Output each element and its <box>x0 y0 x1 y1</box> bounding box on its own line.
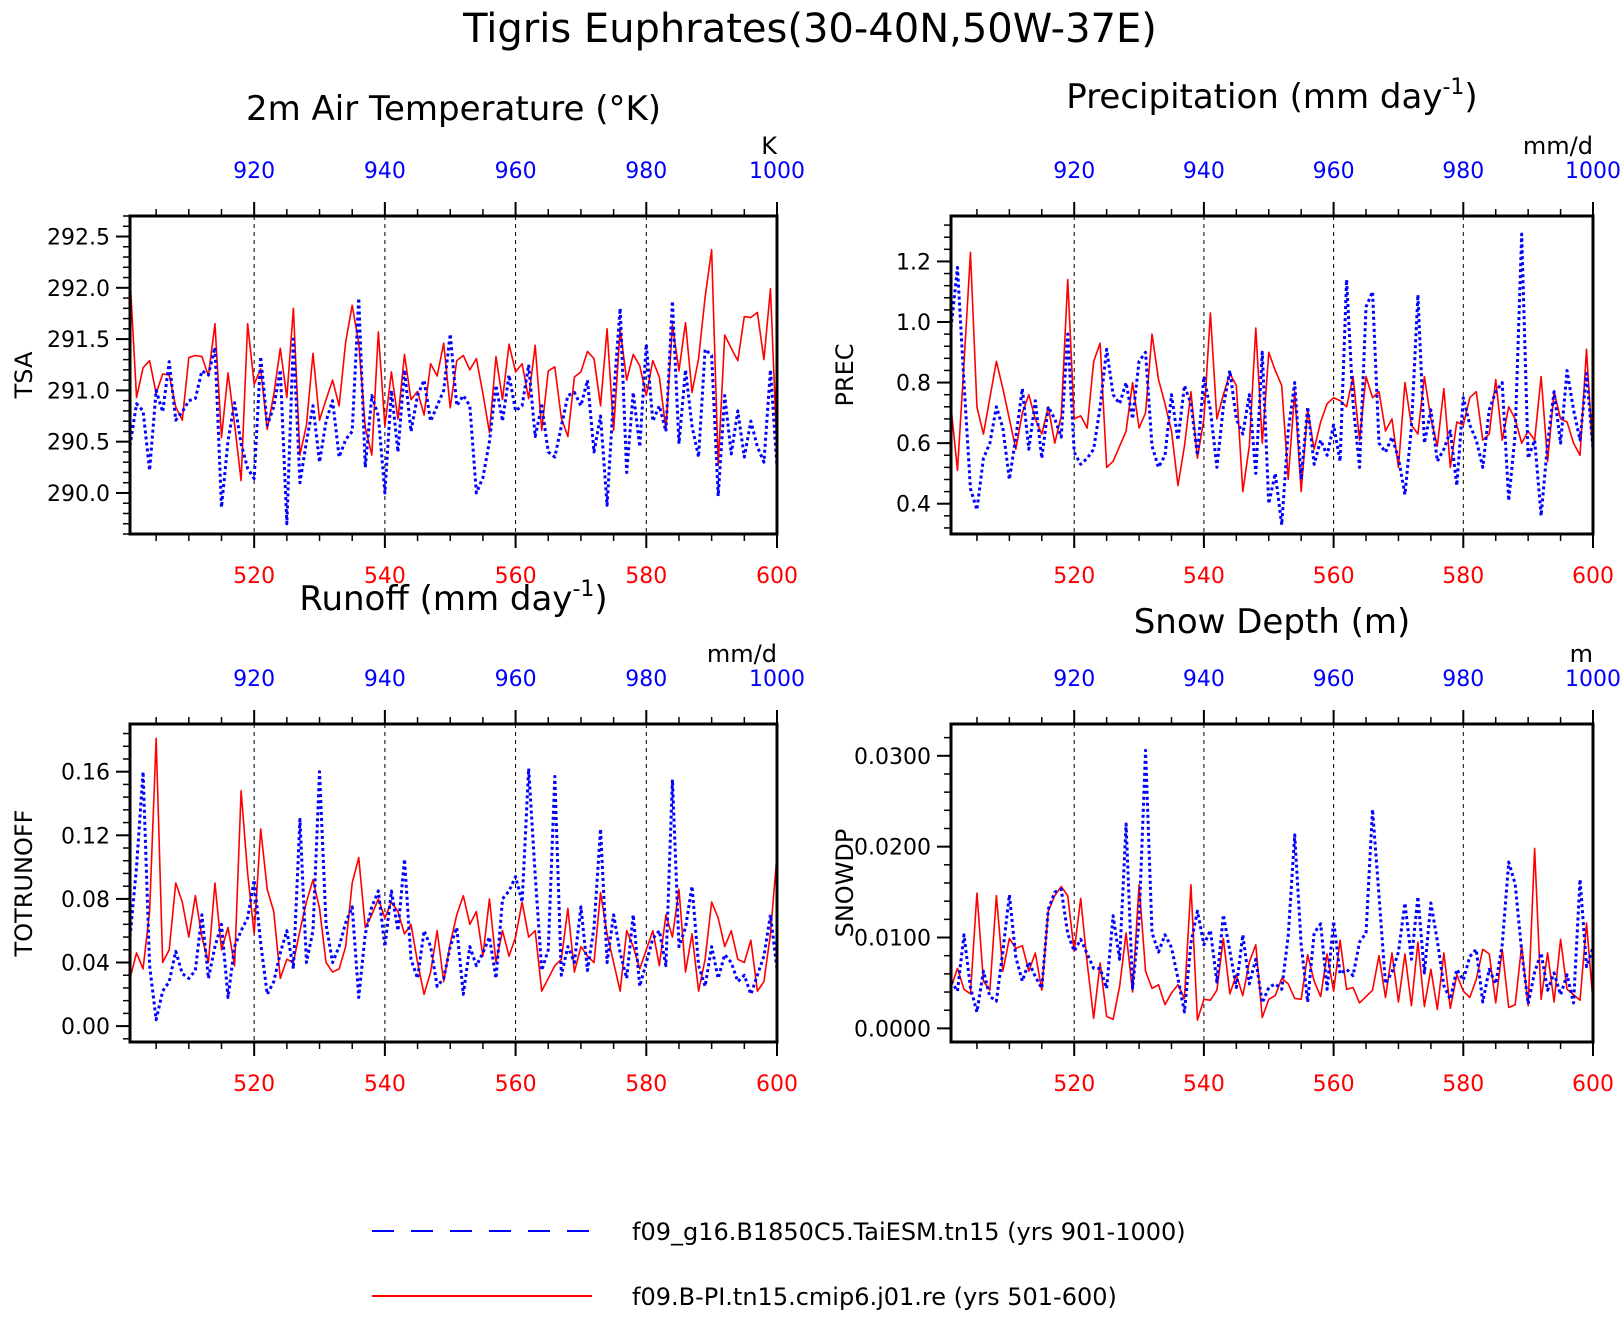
x-tick-label-top-totrunoff: 920 <box>233 667 275 692</box>
x-tick-label-bottom-snowdp: 580 <box>1442 1072 1484 1097</box>
y-tick-label-tsa: 292.0 <box>47 277 110 302</box>
y-tick-label-snowdp: 0.0200 <box>854 836 931 861</box>
plot-frame-tsa <box>128 214 779 536</box>
y-tick-label-prec: 1.2 <box>896 250 931 275</box>
y-tick-label-totrunoff: 0.12 <box>61 824 110 849</box>
y-axis-label-prec: PREC <box>831 343 859 406</box>
y-tick-label-tsa: 290.0 <box>47 482 110 507</box>
y-tick-label-totrunoff: 0.08 <box>61 888 110 913</box>
panel-title-snowdp: Snow Depth (m) <box>1134 602 1411 642</box>
x-tick-label-bottom-tsa: 520 <box>233 564 275 589</box>
y-tick-label-prec: 0.8 <box>896 372 931 397</box>
panel-title-prec: Precipitation (mm day-1) <box>1066 75 1477 117</box>
panel-totrunoff: Runoff (mm day-1) 0.00 0.04 0.08 0.12 0.16 TOT… <box>10 577 805 1097</box>
series-line-snowdp-cmip6 <box>950 847 1594 1021</box>
x-tick-label-top-totrunoff: 980 <box>625 667 667 692</box>
y-tick-label-totrunoff: 0.04 <box>61 952 110 977</box>
x-tick-label-bottom-totrunoff: 560 <box>495 1072 537 1097</box>
x-tick-label-bottom-snowdp: 520 <box>1053 1072 1095 1097</box>
x-tick-label-top-snowdp: 960 <box>1313 667 1355 692</box>
y-tick-label-snowdp: 0.0300 <box>854 745 931 770</box>
x-tick-label-top-totrunoff: 1000 <box>749 667 805 692</box>
x-tick-label-top-prec: 920 <box>1053 159 1095 184</box>
x-tick-label-bottom-totrunoff: 540 <box>364 1072 406 1097</box>
unit-label-prec: mm/d <box>1523 132 1593 160</box>
legend: f09_g16.B1850C5.TaiESM.tn15 (yrs 901-100… <box>372 1218 1186 1311</box>
y-tick-label-prec: 1.0 <box>896 311 931 336</box>
x-tick-label-top-snowdp: 1000 <box>1565 667 1621 692</box>
y-tick-label-totrunoff: 0.00 <box>61 1015 110 1040</box>
series-line-totrunoff-cmip6 <box>129 737 778 996</box>
legend-label-taiesm: f09_g16.B1850C5.TaiESM.tn15 (yrs 901-100… <box>632 1218 1186 1246</box>
y-axis-label-totrunoff: TOTRUNOFF <box>10 810 38 958</box>
x-tick-label-top-totrunoff: 940 <box>364 667 406 692</box>
y-tick-label-prec: 0.4 <box>896 493 931 518</box>
y-tick-label-tsa: 292.5 <box>47 226 110 251</box>
x-tick-label-bottom-totrunoff: 600 <box>756 1072 798 1097</box>
y-tick-label-snowdp: 0.0100 <box>854 927 931 952</box>
x-tick-label-top-tsa: 940 <box>364 159 406 184</box>
x-tick-label-bottom-snowdp: 600 <box>1572 1072 1614 1097</box>
panel-prec: Precipitation (mm day-1) 0.4 0.6 0.8 1.0 1.2 P… <box>831 75 1621 589</box>
y-tick-label-tsa: 291.0 <box>47 379 110 404</box>
x-tick-label-top-prec: 980 <box>1442 159 1484 184</box>
panels: 2m Air Temperature (°K) 290.0 290.5 291.0 29… <box>10 75 1621 1097</box>
x-tick-label-top-tsa: 980 <box>625 159 667 184</box>
series-line-totrunoff-taiesm <box>128 767 779 1022</box>
panel-title-tsa: 2m Air Temperature (°K) <box>246 89 661 129</box>
x-tick-label-bottom-tsa: 560 <box>495 564 537 589</box>
x-tick-label-top-totrunoff: 960 <box>495 667 537 692</box>
x-tick-label-bottom-prec: 600 <box>1572 564 1614 589</box>
y-tick-label-tsa: 291.5 <box>47 328 110 353</box>
x-tick-label-top-tsa: 1000 <box>749 159 805 184</box>
x-tick-label-top-tsa: 960 <box>495 159 537 184</box>
y-tick-label-snowdp: 0.0000 <box>854 1017 931 1042</box>
y-tick-label-tsa: 290.5 <box>47 431 110 456</box>
x-tick-label-bottom-prec: 560 <box>1313 564 1355 589</box>
plot-frame-totrunoff <box>128 722 779 1044</box>
x-tick-label-bottom-totrunoff: 580 <box>625 1072 667 1097</box>
x-tick-label-top-prec: 940 <box>1183 159 1225 184</box>
panel-snowdp: Snow Depth (m) 0.0000 0.0100 0.0200 0.0300 SN… <box>831 602 1621 1097</box>
x-tick-label-bottom-totrunoff: 520 <box>233 1072 275 1097</box>
x-tick-label-bottom-tsa: 580 <box>625 564 667 589</box>
panel-tsa: 2m Air Temperature (°K) 290.0 290.5 291.0 29… <box>10 89 805 589</box>
x-tick-label-bottom-prec: 520 <box>1053 564 1095 589</box>
figure-title: Tigris Euphrates(30-40N,50W-37E) <box>462 6 1157 52</box>
x-tick-label-top-snowdp: 920 <box>1053 667 1095 692</box>
plot-frame-prec <box>949 214 1595 536</box>
unit-label-tsa: K <box>761 132 778 160</box>
x-tick-label-bottom-tsa: 600 <box>756 564 798 589</box>
x-tick-label-top-tsa: 920 <box>233 159 275 184</box>
x-tick-label-bottom-prec: 580 <box>1442 564 1484 589</box>
x-tick-label-top-snowdp: 940 <box>1183 667 1225 692</box>
x-tick-label-top-prec: 1000 <box>1565 159 1621 184</box>
unit-label-snowdp: m <box>1570 640 1593 668</box>
panel-title-totrunoff: Runoff (mm day-1) <box>299 577 607 619</box>
y-tick-label-totrunoff: 0.16 <box>61 761 110 786</box>
x-tick-label-bottom-snowdp: 540 <box>1183 1072 1225 1097</box>
x-tick-label-bottom-tsa: 540 <box>364 564 406 589</box>
x-tick-label-bottom-prec: 540 <box>1183 564 1225 589</box>
x-tick-label-top-snowdp: 980 <box>1442 667 1484 692</box>
x-tick-label-bottom-snowdp: 560 <box>1313 1072 1355 1097</box>
y-axis-label-snowdp: SNOWDP <box>831 829 859 938</box>
legend-label-cmip6: f09.B-PI.tn15.cmip6.j01.re (yrs 501-600) <box>632 1283 1117 1311</box>
y-tick-label-prec: 0.6 <box>896 432 931 457</box>
series-line-prec-cmip6 <box>950 251 1594 493</box>
y-axis-label-tsa: TSA <box>10 351 38 399</box>
series-line-tsa-taiesm <box>128 296 779 526</box>
series-line-prec-taiesm <box>949 232 1595 527</box>
x-tick-label-top-prec: 960 <box>1313 159 1355 184</box>
series-line-snowdp-taiesm <box>949 748 1595 1014</box>
unit-label-totrunoff: mm/d <box>707 640 777 668</box>
